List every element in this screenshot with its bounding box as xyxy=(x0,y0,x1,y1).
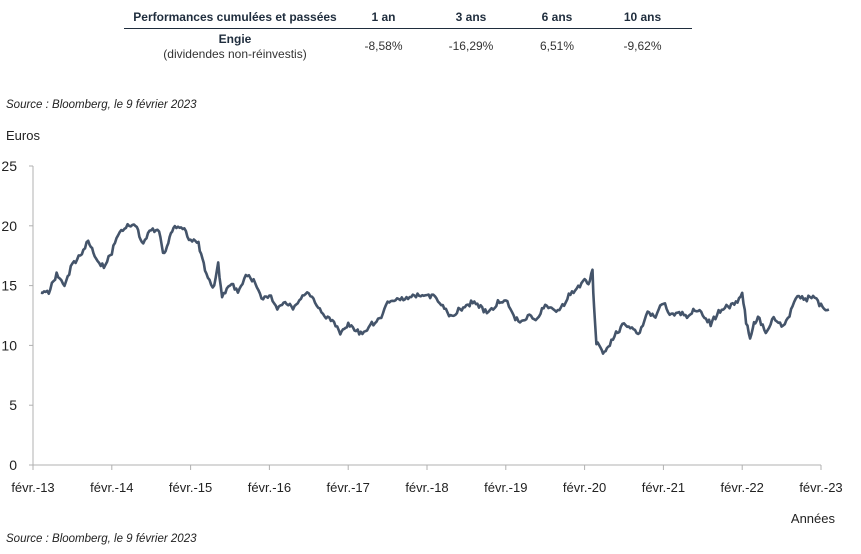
table-row: Engie (dividendes non-réinvestis) -8,58%… xyxy=(124,29,692,63)
x-tick-label: févr.-15 xyxy=(169,480,212,495)
y-tick-label: 0 xyxy=(9,457,17,473)
y-tick-label: 15 xyxy=(1,278,17,294)
value-1-an: -8,58% xyxy=(364,38,403,53)
source-note-top: Source : Bloomberg, le 9 février 2023 xyxy=(6,99,197,111)
x-tick-label: févr.-14 xyxy=(90,480,133,495)
header-label: Performances cumulées et passées xyxy=(124,6,346,29)
header-3-ans: 3 ans xyxy=(421,6,521,29)
y-tick-label: 20 xyxy=(1,218,17,234)
y-tick-label: 25 xyxy=(1,158,17,174)
header-6-ans: 6 ans xyxy=(521,6,593,29)
y-axis-label: Euros xyxy=(6,128,40,143)
performance-table-header: Performances cumulées et passées 1 an 3 … xyxy=(124,6,692,29)
x-tick-label: févr.-22 xyxy=(721,480,764,495)
x-tick-label: févr.-19 xyxy=(484,480,527,495)
chart-axes: 0 5 10 15 20 25 févr.-13 févr.-14 févr.-15 févr.-… xyxy=(1,128,842,526)
x-tick-label: févr.-16 xyxy=(248,480,291,495)
x-tick-label: févr.-20 xyxy=(563,480,606,495)
value-6-ans: 6,51% xyxy=(539,38,575,53)
header-1-an: 1 an xyxy=(346,6,421,29)
x-tick-label: févr.-13 xyxy=(11,480,54,495)
row-label: Engie (dividendes non-réinvestis) xyxy=(124,29,346,63)
value-10-ans: -9,62% xyxy=(623,38,662,53)
row-subtitle: (dividendes non-réinvestis) xyxy=(163,47,307,61)
x-tick-label: févr.-23 xyxy=(799,480,842,495)
value-3-ans: -16,29% xyxy=(448,38,494,53)
x-tick-label: févr.-17 xyxy=(327,480,370,495)
source-note-bottom: Source : Bloomberg, le 9 février 2023 xyxy=(6,533,197,545)
x-tick-label: févr.-21 xyxy=(642,480,685,495)
x-axis-label: Années xyxy=(791,511,836,526)
x-tick-label: févr.-18 xyxy=(405,480,448,495)
y-tick-label: 10 xyxy=(1,337,17,353)
row-title: Engie xyxy=(218,32,252,46)
y-tick-label: 5 xyxy=(9,397,17,413)
header-10-ans: 10 ans xyxy=(593,6,692,29)
series-line xyxy=(40,222,830,355)
performance-table: Performances cumulées et passées 1 an 3 … xyxy=(124,6,692,62)
